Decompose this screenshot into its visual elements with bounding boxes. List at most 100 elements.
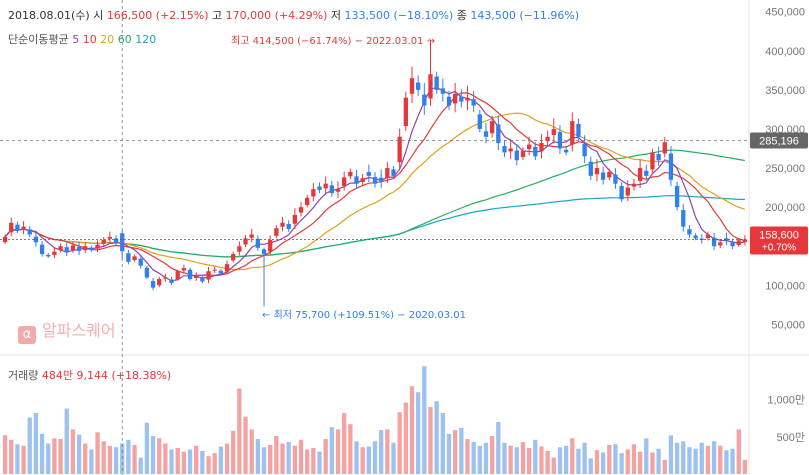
- ohlc-header: 2018.08.01(수) 시 166,500 (+2.15%) 고 170,0…: [8, 7, 579, 23]
- volume-bar: [379, 430, 384, 474]
- volume-bar: [594, 450, 600, 474]
- price-tick-label: 250,000: [765, 163, 805, 175]
- candle: [342, 171, 347, 191]
- ma-20[interactable]: 20: [100, 33, 115, 46]
- candle-body: [354, 176, 359, 184]
- volume-bar: [533, 439, 538, 474]
- candle: [711, 232, 717, 251]
- candle: [200, 275, 205, 284]
- header-close-value: 143,500 (−11.96%): [470, 9, 580, 22]
- volume-bar: [138, 457, 143, 474]
- candle: [613, 168, 618, 189]
- candle-body: [668, 153, 674, 180]
- candle-body: [681, 210, 686, 227]
- candle-body: [261, 249, 267, 255]
- candle-body: [742, 239, 748, 242]
- candle: [58, 243, 63, 253]
- volume-bar: [163, 443, 168, 474]
- volume-bar: [243, 416, 248, 474]
- candle-body: [9, 222, 14, 233]
- candle: [644, 164, 649, 181]
- volume-bar: [2, 435, 8, 474]
- volume-bar: [33, 413, 39, 474]
- candle-body: [471, 99, 476, 106]
- candle: [107, 231, 113, 243]
- candle: [545, 130, 550, 147]
- candle: [730, 238, 735, 250]
- candle: [218, 269, 224, 275]
- candle: [280, 217, 285, 232]
- candle: [317, 182, 322, 194]
- volume-bar: [169, 449, 174, 474]
- candle: [471, 91, 476, 113]
- candle-body: [169, 279, 174, 283]
- volume-bar: [206, 456, 211, 474]
- candle: [261, 247, 267, 305]
- volume-bar: [508, 445, 513, 474]
- candle-body: [64, 247, 69, 253]
- candle-body: [58, 246, 63, 251]
- volume-bar: [354, 441, 359, 474]
- candle: [255, 235, 261, 251]
- volume-bar: [212, 453, 217, 474]
- candle: [126, 249, 131, 265]
- candle: [157, 276, 162, 288]
- volume-bar: [650, 452, 655, 474]
- candle-body: [718, 242, 723, 246]
- candle-body: [107, 236, 113, 239]
- candle-body: [465, 97, 470, 101]
- candle: [465, 85, 470, 111]
- candle: [329, 180, 335, 197]
- ma-5[interactable]: 5: [72, 33, 80, 46]
- volume-label: 거래량: [8, 369, 39, 382]
- candle-body: [397, 136, 402, 163]
- candle-body: [249, 234, 254, 238]
- ma-120[interactable]: 120: [135, 33, 157, 46]
- volume-bar: [502, 442, 507, 474]
- volume-bar: [644, 438, 649, 474]
- candle: [298, 202, 304, 217]
- volume-bar: [483, 442, 489, 474]
- candle: [422, 82, 427, 115]
- candle: [724, 232, 729, 246]
- candle: [699, 234, 704, 244]
- header-open-label: 시: [93, 9, 104, 22]
- ma-10[interactable]: 10: [82, 33, 97, 46]
- crosshair-price-label: 285,196: [759, 136, 799, 148]
- volume-bar: [496, 421, 501, 474]
- candle: [502, 140, 507, 157]
- candle-body: [588, 161, 593, 176]
- volume-bar: [588, 458, 593, 474]
- volume-bar: [681, 441, 686, 474]
- volume-bar: [132, 444, 137, 474]
- candle-body: [76, 246, 82, 251]
- candle-body: [403, 97, 408, 127]
- candle-body: [70, 245, 76, 251]
- candle: [391, 166, 396, 179]
- candle: [397, 128, 402, 169]
- volume-bar: [656, 448, 661, 474]
- volume-bar: [113, 447, 119, 474]
- volume-bar: [181, 451, 187, 474]
- candle: [169, 276, 174, 285]
- candle: [150, 277, 156, 291]
- candle-body: [101, 239, 106, 244]
- volume-bar: [194, 445, 199, 474]
- volume-bar: [631, 444, 637, 474]
- candle: [348, 168, 353, 180]
- volume-bar: [724, 450, 729, 474]
- candle: [631, 178, 637, 191]
- current-price-change: +0.70%: [762, 242, 796, 253]
- volume-bar: [261, 447, 267, 474]
- candle-body: [496, 124, 501, 144]
- candle: [372, 172, 378, 188]
- volume-bar: [218, 446, 224, 474]
- candle-body: [415, 82, 421, 90]
- ma-60[interactable]: 60: [117, 33, 132, 46]
- candle-body: [292, 214, 298, 224]
- volume-bar: [95, 432, 100, 474]
- moving-average-legend[interactable]: 단순이동평균 5 10 20 60 120: [8, 31, 156, 47]
- candle-body: [95, 244, 100, 249]
